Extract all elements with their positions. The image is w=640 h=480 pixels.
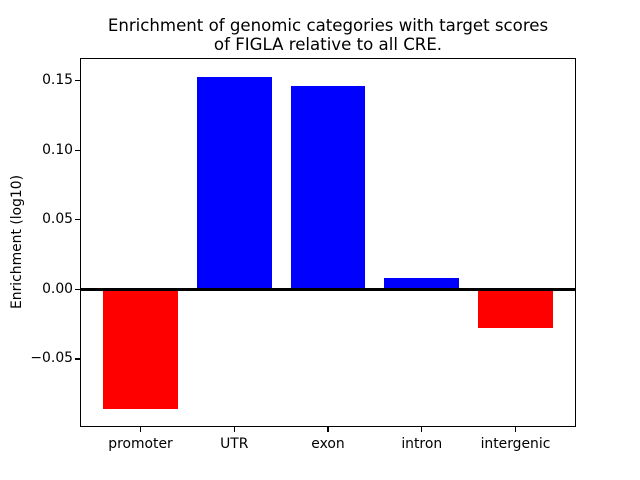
x-tick-label: promoter [108,436,173,452]
x-tick-label: exon [311,436,345,452]
bar-UTR [196,76,272,290]
y-tick-label: 0.10 [42,141,73,158]
bar-intergenic [477,289,553,329]
bar-promoter [103,289,178,409]
y-tick-mark [74,219,80,221]
bar-exon [290,86,366,290]
y-tick-label: 0.15 [42,72,73,89]
y-tick-label: 0.00 [42,280,73,297]
y-tick-label: 0.05 [42,211,73,228]
y-tick-label: −0.05 [30,350,73,367]
y-tick-mark [74,288,80,290]
x-tick-label: intron [401,436,443,452]
y-axis-label: Enrichment (log10) [9,174,25,310]
y-tick-mark [74,149,80,151]
y-tick-mark [74,358,80,360]
x-tick-mark [514,427,517,432]
x-tick-label: intergenic [480,436,551,452]
zero-baseline [81,287,575,291]
bar-intron [384,278,460,290]
x-tick-mark [327,427,329,432]
x-tick-mark [233,427,235,432]
x-tick-mark [421,427,423,432]
x-tick-mark [139,427,142,432]
x-tick-label: UTR [220,436,249,452]
chart-title: Enrichment of genomic categories with ta… [107,16,549,54]
plot-area [80,58,576,427]
y-tick-mark [74,79,80,82]
